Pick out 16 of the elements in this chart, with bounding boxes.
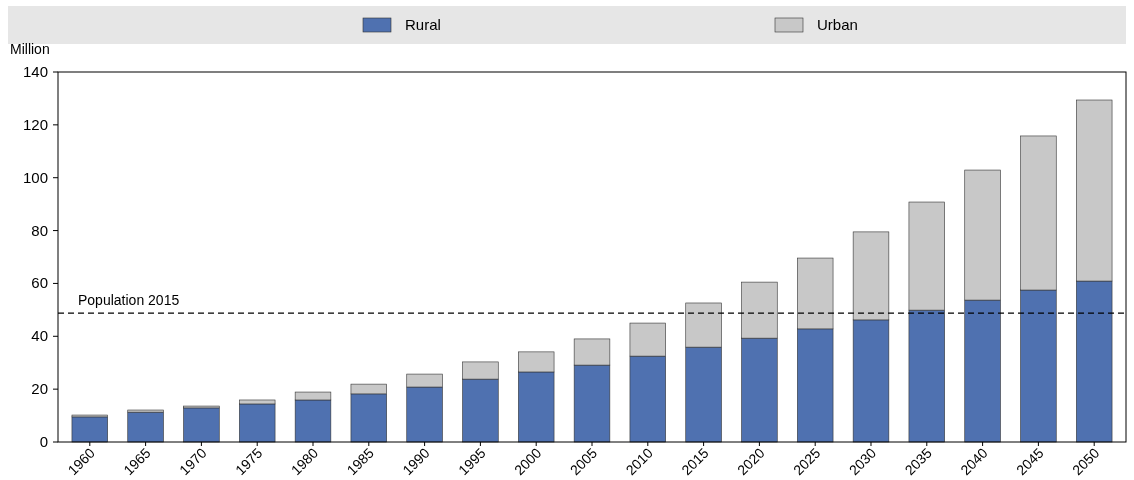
y-tick-label: 100 [22,168,48,186]
y-tick-label: 60 [31,274,48,292]
bar [183,407,220,443]
y-tick-label: 20 [31,380,48,398]
y-tick-label: 0 [39,433,48,450]
legend-label: Urban [817,16,858,33]
bar [71,416,108,443]
legend-label: Rural [405,16,441,33]
y-tick-label: 80 [31,221,48,239]
y-tick-label: 140 [22,63,48,80]
ref-line-label: Population 2015 [78,292,180,309]
y-tick-label: 40 [31,327,48,345]
bar [239,403,276,443]
y-tick-label: 120 [22,115,48,133]
bar [127,411,164,443]
y-axis-title: Million [10,41,50,57]
